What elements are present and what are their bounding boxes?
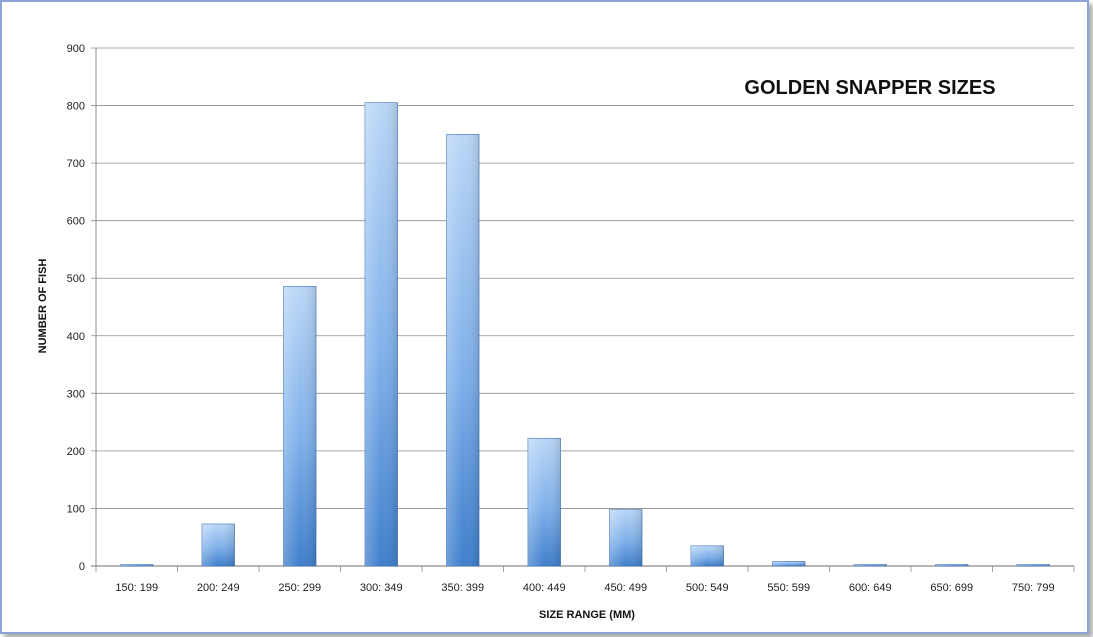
x-tick-label: 200: 249	[197, 582, 240, 594]
y-tick-label: 0	[79, 561, 85, 573]
bar-shading	[853, 564, 887, 566]
x-tick-label: 300: 349	[360, 582, 403, 594]
bars	[120, 102, 1050, 567]
x-tick-label: 150: 199	[115, 582, 158, 594]
y-tick-label: 700	[67, 158, 85, 170]
x-axis-title: SIZE RANGE (MM)	[539, 609, 635, 621]
y-tick-label: 900	[67, 43, 85, 55]
bar-shading	[772, 561, 806, 566]
y-tick-label: 200	[67, 446, 85, 458]
x-tick-label: 250: 299	[278, 582, 321, 594]
bar-shading	[201, 523, 235, 566]
bar-shading	[935, 564, 969, 566]
x-tick-label: 400: 449	[523, 582, 566, 594]
y-tick-label: 800	[67, 101, 85, 113]
gridlines	[91, 47, 1074, 567]
y-tick-label: 300	[67, 388, 85, 400]
x-tick-label: 750: 799	[1012, 582, 1055, 594]
bar-shading	[690, 545, 724, 566]
y-tick-label: 100	[67, 503, 85, 515]
bar-shading	[446, 134, 480, 567]
x-tick-label: 350: 399	[441, 582, 484, 594]
x-tick-label: 650: 699	[930, 582, 973, 594]
bar-shading	[283, 286, 317, 566]
y-tick-label: 400	[67, 331, 85, 343]
bar-shading	[609, 509, 643, 566]
x-tick-label: 450: 499	[604, 582, 647, 594]
y-axis-ticks: 0 100 200 300 400 500 600 700 800 900	[67, 43, 85, 573]
y-tick-label: 500	[67, 273, 85, 285]
bar-shading	[120, 564, 154, 566]
x-tick-label: 550: 599	[767, 582, 810, 594]
bar-shading	[527, 438, 561, 566]
chart-title: GOLDEN SNAPPER SIZES	[744, 77, 995, 99]
x-tick-label: 500: 549	[686, 582, 729, 594]
bar-shading	[364, 102, 398, 566]
x-axis-ticks: 150: 199 200: 249 250: 299 300: 349 350: 399…	[95, 566, 1075, 594]
bar-shading	[1016, 564, 1050, 566]
y-tick-label: 600	[67, 216, 85, 228]
y-axis-title: NUMBER OF FISH	[37, 259, 49, 354]
x-tick-label: 600: 649	[849, 582, 892, 594]
